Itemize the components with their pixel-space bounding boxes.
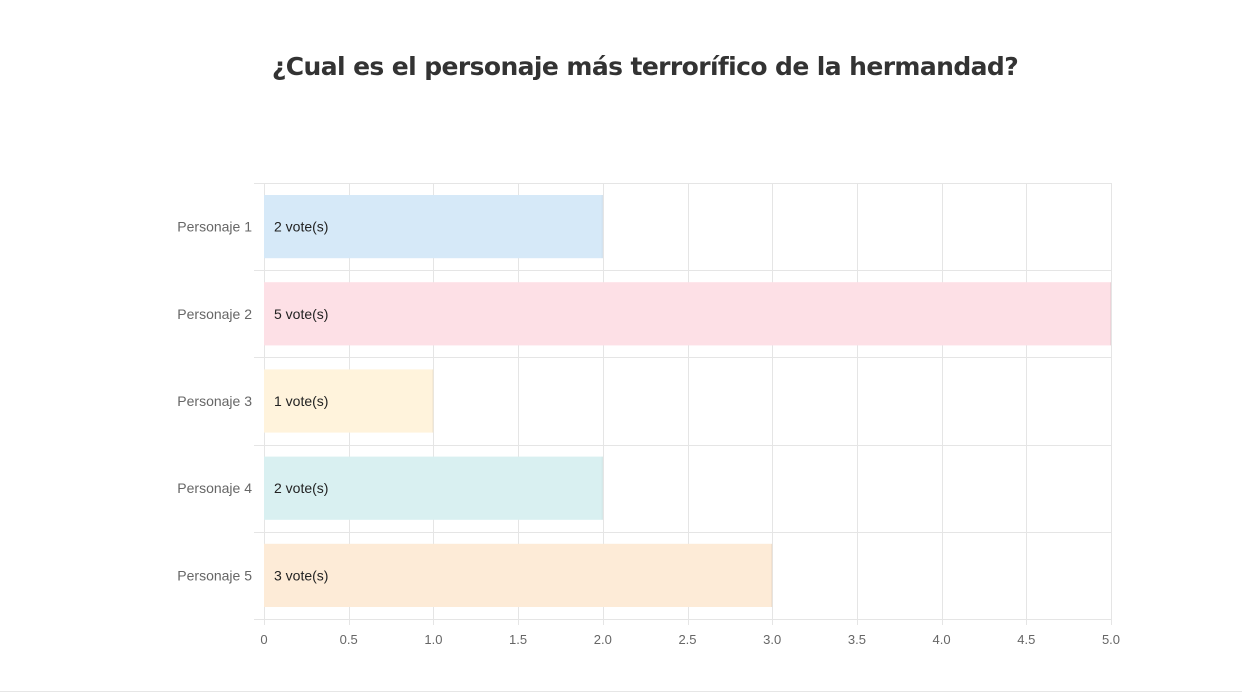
bar (264, 282, 1111, 346)
chart-title: ¿Cual es el personaje más terrorífico de… (271, 52, 1019, 81)
x-tick-label: 2.0 (594, 632, 612, 647)
y-tick-label: Personaje 5 (177, 567, 252, 583)
y-tick-label: Personaje 3 (177, 393, 252, 409)
x-tick-label: 3.0 (763, 632, 781, 647)
y-tick-label: Personaje 1 (177, 219, 252, 235)
bar-data-label: 3 vote(s) (274, 567, 328, 583)
footer-divider (0, 691, 1242, 692)
bar-data-label: 2 vote(s) (274, 219, 328, 235)
y-tick-label: Personaje 4 (177, 480, 252, 496)
bar (264, 195, 603, 259)
bar (264, 369, 434, 433)
x-tick-label: 1.5 (509, 632, 527, 647)
x-tick-label: 0 (260, 632, 267, 647)
x-tick-label: 2.5 (678, 632, 696, 647)
x-tick-label: 3.5 (848, 632, 866, 647)
bar (264, 543, 773, 607)
x-tick-label: 1.0 (424, 632, 442, 647)
x-tick-label: 5.0 (1102, 632, 1120, 647)
bar-data-label: 2 vote(s) (274, 480, 328, 496)
x-tick-label: 0.5 (340, 632, 358, 647)
bar (264, 456, 603, 520)
y-tick-label: Personaje 2 (177, 306, 252, 322)
x-tick-label: 4.5 (1017, 632, 1035, 647)
x-tick-label: 4.0 (933, 632, 951, 647)
bar-data-label: 1 vote(s) (274, 393, 328, 409)
bar-data-label: 5 vote(s) (274, 306, 328, 322)
